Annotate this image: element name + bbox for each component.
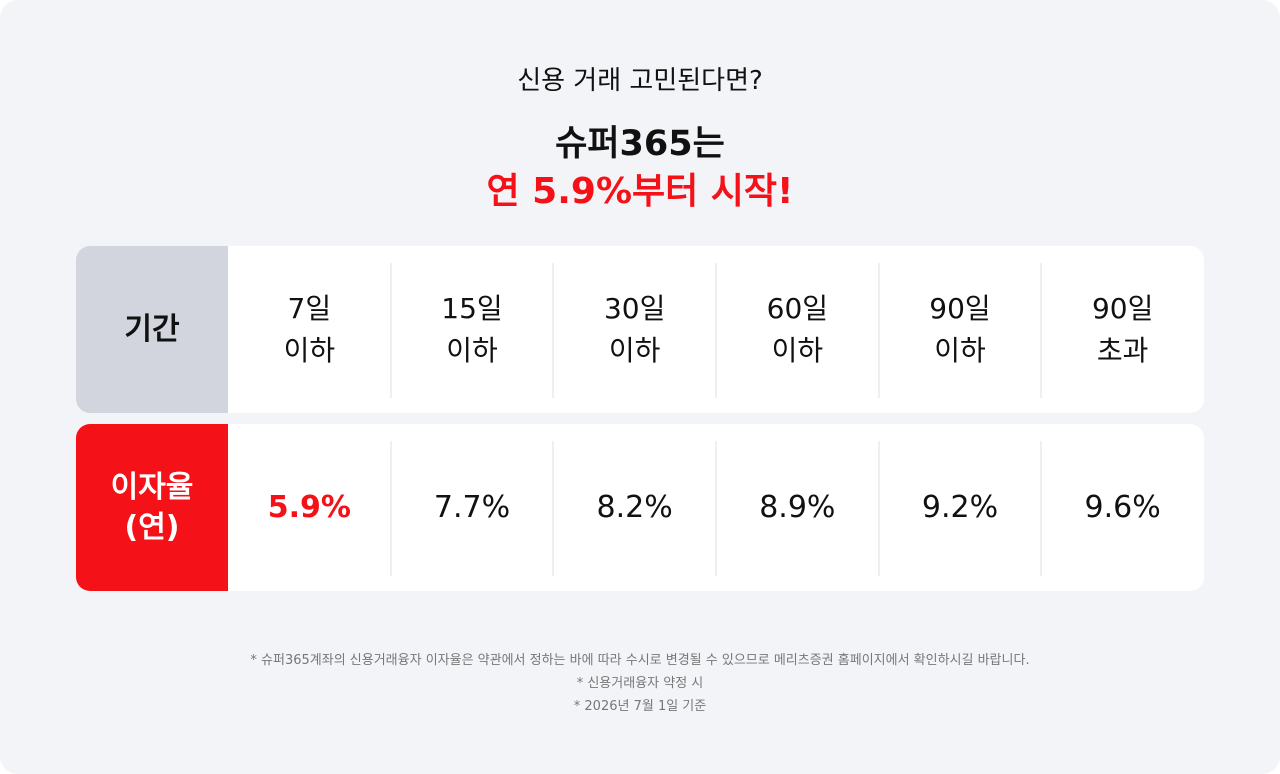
footnotes: * 슈퍼365계좌의 신용거래융자 이자율은 약관에서 정하는 바에 따라 수시…: [0, 649, 1280, 718]
highlight: 연 5.9%부터 시작!: [486, 171, 794, 212]
period-text: 30일: [603, 291, 666, 325]
period-text: 초과: [1096, 333, 1149, 367]
divider: [389, 263, 392, 398]
period-text: 이하: [446, 333, 498, 367]
period-text: 이하: [934, 333, 986, 367]
divider: [552, 263, 555, 398]
rate-cell: 7.7%: [391, 424, 554, 591]
rate-text: 7.7%: [433, 489, 511, 525]
rate-cell: 9.6%: [1041, 424, 1204, 591]
divider: [389, 441, 392, 576]
rate-text: 8.2%: [596, 489, 673, 525]
rate-text: 9.6%: [1084, 489, 1161, 525]
rate-cell: 9.2%: [879, 424, 1042, 591]
period-text: 7일: [287, 291, 332, 325]
divider: [1040, 441, 1043, 576]
headline: 슈퍼365는: [555, 124, 725, 164]
divider: [877, 263, 880, 398]
rate-cell: 8.2%: [553, 424, 716, 591]
footnote: * 신용거래융자 약정 시: [576, 676, 704, 691]
divider: [552, 441, 555, 576]
label-text: (연): [124, 509, 180, 545]
period-text: 15일: [441, 291, 503, 325]
divider: [1040, 263, 1043, 398]
rate-cell: 5.9%: [228, 424, 391, 591]
divider: [715, 263, 717, 398]
period-text: 90일: [1091, 291, 1154, 325]
period-text: 60일: [766, 291, 829, 325]
period-text: 이하: [608, 333, 661, 367]
question: 신용 거래 고민된다면?: [517, 66, 763, 96]
period-label: 기간: [76, 246, 228, 413]
period-text: 90일: [929, 291, 991, 325]
footnote: * 2026년 7월 1일 기준: [573, 699, 707, 714]
footnote: * 슈퍼365계좌의 신용거래융자 이자율은 약관에서 정하는 바에 따라 수시…: [250, 653, 1030, 668]
period-text: 이하: [283, 333, 336, 367]
divider: [877, 441, 880, 576]
rate-text: 5.9%: [267, 489, 351, 525]
rate-text: 8.9%: [759, 489, 836, 525]
divider: [715, 441, 717, 576]
label-text: 기간: [124, 311, 180, 347]
period-text: 이하: [771, 333, 824, 367]
period-row: 기간 7일 이하 15일 이하 30일 이하 60일 이하 90일 이하 90일 초과: [76, 246, 1204, 413]
rate-text: 9.2%: [921, 489, 999, 525]
rate-label: 이자율 (연): [76, 424, 228, 591]
rate-row: 이자율 (연) 5.9% 7.7% 8.2% 8.9% 9.2% 9.6%: [76, 424, 1204, 591]
label-text: 이자율: [110, 469, 194, 505]
rate-cell: 8.9%: [716, 424, 879, 591]
